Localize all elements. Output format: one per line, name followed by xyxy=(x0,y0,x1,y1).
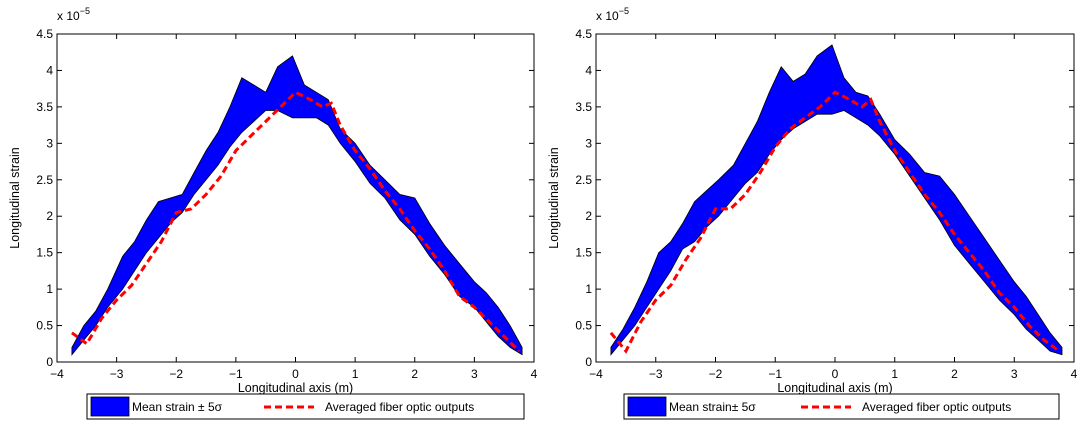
y-tick-label: 1.5 xyxy=(575,246,592,260)
x-tick-label: −4 xyxy=(50,367,64,381)
legend-band-swatch xyxy=(627,396,667,417)
y-tick-label: 3.5 xyxy=(36,100,53,114)
x-tick-label: 3 xyxy=(471,367,478,381)
y-tick-label: 3 xyxy=(46,136,53,150)
fiber-optic-line xyxy=(71,90,521,353)
exponent-label: x 10−5 xyxy=(57,6,90,23)
legend-box xyxy=(86,393,525,420)
x-tick-label: −2 xyxy=(169,367,183,381)
x-tick-label: −4 xyxy=(589,367,603,381)
y-tick-label: 4 xyxy=(46,63,53,77)
x-tick-label: 4 xyxy=(1071,367,1078,381)
legend-band-label: Mean strain ± 5σ xyxy=(132,400,223,414)
legend-line-label: Averaged fiber optic outputs xyxy=(862,400,1011,414)
x-tick-label: 4 xyxy=(531,367,538,381)
x-tick-label: 0 xyxy=(832,367,839,381)
exponent-label: x 10−5 xyxy=(596,6,629,23)
legend-box xyxy=(623,393,1060,420)
x-axis-label: Longitudinal axis (m) xyxy=(777,381,892,395)
x-tick-label: −3 xyxy=(649,367,663,381)
y-tick-label: 1 xyxy=(46,282,53,296)
y-tick-label: 4 xyxy=(585,63,592,77)
x-tick-label: −1 xyxy=(768,367,782,381)
x-tick-label: 2 xyxy=(951,367,958,381)
y-tick-label: 1 xyxy=(585,282,592,296)
y-axis-label: Longitudinal strain xyxy=(8,147,22,249)
x-tick-label: −2 xyxy=(709,367,723,381)
x-tick-label: −3 xyxy=(110,367,124,381)
y-tick-label: 1.5 xyxy=(36,246,53,260)
y-tick-label: 0 xyxy=(46,355,53,369)
strain-band xyxy=(610,44,1063,356)
fiber-optic-line xyxy=(609,90,1060,354)
y-tick-label: 2.5 xyxy=(36,173,53,187)
legend: Mean strain ± 5σ Averaged fiber optic out… xyxy=(86,393,525,420)
y-tick-label: 2.5 xyxy=(575,173,592,187)
x-tick-label: 0 xyxy=(292,367,299,381)
y-tick-label: 3 xyxy=(585,136,592,150)
y-tick-label: 2 xyxy=(46,209,53,223)
x-tick-label: 1 xyxy=(891,367,898,381)
x-tick-label: 1 xyxy=(352,367,359,381)
y-tick-label: 2 xyxy=(585,209,592,223)
chart-panel-2: −4 −3 −2 −1 0 1 2 3 4 0 0.5 1 1.5 2 2.5 3 3.5 4 4.5 x 10−5 L… xyxy=(547,6,1078,420)
y-tick-label: 0.5 xyxy=(575,319,592,333)
y-tick-label: 3.5 xyxy=(575,100,592,114)
strain-band xyxy=(71,55,523,356)
chart-panel-1: −4 −3 −2 −1 0 1 2 3 4 0 0.5 1 1.5 2 2.5 3 3.5 4 4.5 x 10−5 L… xyxy=(8,6,538,420)
y-axis-label: Longitudinal strain xyxy=(547,147,561,249)
legend-band-label: Mean strain± 5σ xyxy=(669,400,756,414)
exponent-power: −5 xyxy=(619,6,629,16)
legend-band-swatch xyxy=(90,396,130,417)
y-tick-label: 0 xyxy=(585,355,592,369)
legend: Mean strain± 5σ Averaged fiber optic outp… xyxy=(623,393,1060,420)
x-tick-label: −1 xyxy=(229,367,243,381)
y-tick-label: 4.5 xyxy=(36,27,53,41)
legend-line-label: Averaged fiber optic outputs xyxy=(325,400,474,414)
y-tick-label: 0.5 xyxy=(36,319,53,333)
exponent-power: −5 xyxy=(80,6,90,16)
x-tick-label: 3 xyxy=(1011,367,1018,381)
x-tick-label: 2 xyxy=(411,367,418,381)
y-tick-label: 4.5 xyxy=(575,27,592,41)
x-axis-label: Longitudinal axis (m) xyxy=(238,381,353,395)
